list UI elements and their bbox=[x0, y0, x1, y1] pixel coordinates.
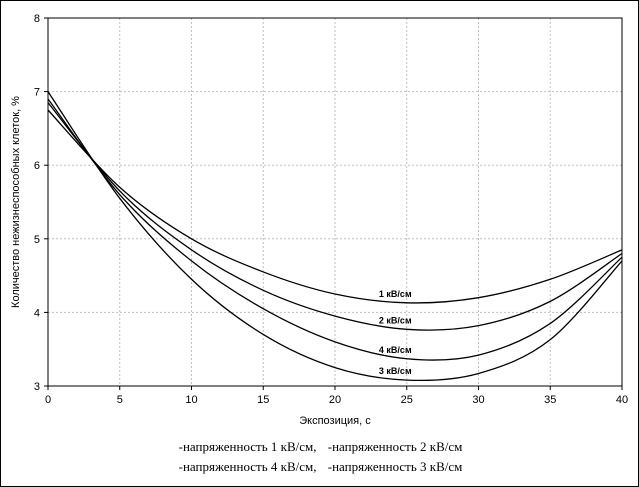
line-chart: 0 5 10 15 20 25 30 35 40 3 4 5 6 7 8 1 кВ/см 2 кВ/см 4 к… bbox=[10, 13, 628, 427]
series-label-2: 2 кВ/см bbox=[379, 315, 412, 325]
legend-row-1: -напряженность 1 кВ/см, -напряженность 2… bbox=[1, 439, 638, 455]
x-axis-label: Экспозиция, с bbox=[299, 415, 371, 427]
axis-ticks: 0 5 10 15 20 25 30 35 40 3 4 5 6 7 8 bbox=[34, 13, 628, 406]
legend-entry-4: -напряженность 3 кВ/см bbox=[327, 459, 463, 474]
x-tick-label: 25 bbox=[401, 394, 413, 406]
series-line-2 bbox=[47, 102, 623, 331]
legend-row-2: -напряженность 4 кВ/см, -напряженность 3… bbox=[1, 459, 638, 475]
y-tick-label: 8 bbox=[34, 13, 40, 25]
legend-entry-3: -напряженность 4 кВ/см, bbox=[178, 459, 317, 474]
series-label-4: 3 кВ/см bbox=[379, 366, 412, 376]
series-label-3: 4 кВ/см bbox=[379, 345, 412, 355]
y-tick-label: 7 bbox=[34, 87, 40, 99]
x-tick-label: 5 bbox=[117, 394, 123, 406]
series-line-1 bbox=[47, 109, 623, 304]
x-tick-label: 40 bbox=[616, 394, 628, 406]
x-tick-label: 35 bbox=[544, 394, 556, 406]
legend-entry-1: -напряженность 1 кВ/см, bbox=[178, 439, 317, 454]
y-axis-label: Количество нежизнеспособных клеток, % bbox=[10, 96, 22, 308]
y-tick-label: 5 bbox=[34, 234, 40, 246]
series-line-4 bbox=[47, 91, 623, 382]
legend-entry-2: -напряженность 2 кВ/см bbox=[327, 439, 463, 454]
x-tick-label: 10 bbox=[185, 394, 197, 406]
series-group bbox=[47, 91, 623, 382]
x-tick-label: 0 bbox=[45, 394, 51, 406]
y-tick-label: 4 bbox=[34, 307, 40, 319]
series-label-1: 1 кВ/см bbox=[379, 289, 412, 299]
x-tick-label: 15 bbox=[257, 394, 269, 406]
x-tick-label: 20 bbox=[329, 394, 341, 406]
series-labels: 1 кВ/см 2 кВ/см 4 кВ/см 3 кВ/см bbox=[379, 289, 412, 376]
x-tick-label: 30 bbox=[472, 394, 484, 406]
series-line-3 bbox=[47, 98, 623, 361]
grid bbox=[48, 18, 622, 386]
y-tick-label: 3 bbox=[34, 381, 40, 393]
y-tick-label: 6 bbox=[34, 160, 40, 172]
